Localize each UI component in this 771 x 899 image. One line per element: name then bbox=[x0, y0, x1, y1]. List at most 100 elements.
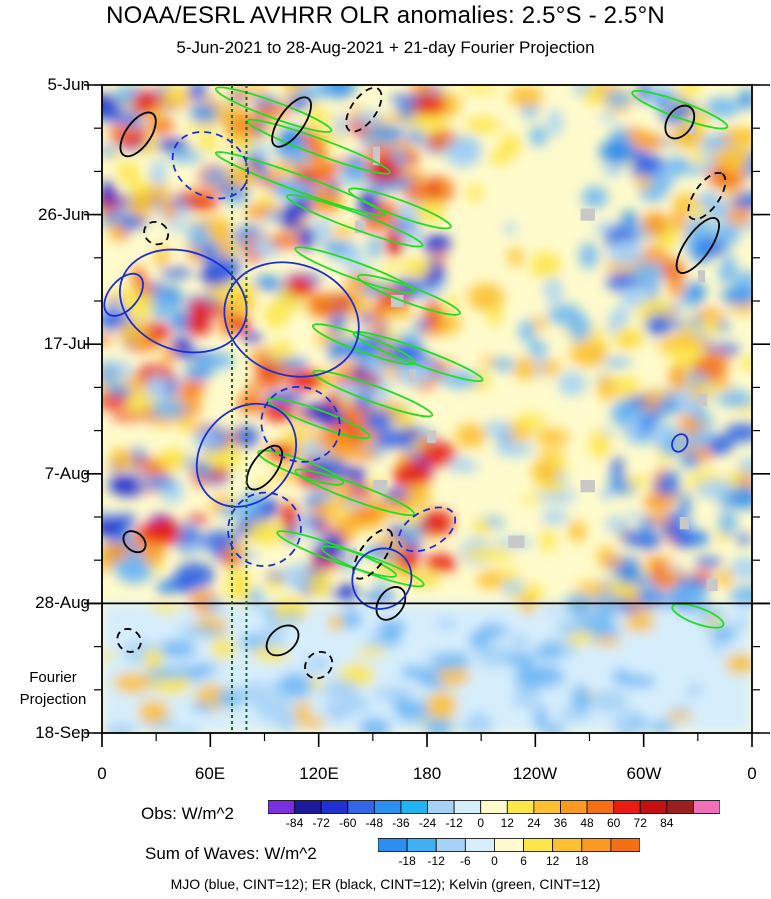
anomaly-cell bbox=[241, 332, 264, 343]
anomaly-cell bbox=[695, 479, 733, 500]
anomaly-cell bbox=[742, 221, 752, 230]
anomaly-cell bbox=[249, 587, 263, 609]
anomaly-cell bbox=[530, 251, 561, 279]
er-contour bbox=[664, 104, 696, 140]
anomaly-cell bbox=[105, 113, 144, 124]
anomaly-cell bbox=[424, 553, 458, 573]
mjo-contour bbox=[118, 248, 248, 354]
anomaly-cell bbox=[186, 514, 210, 525]
colorbar-tick-label: -6 bbox=[459, 854, 471, 868]
colorbar-box bbox=[494, 838, 524, 852]
colorbar-tick-label: -24 bbox=[418, 816, 437, 830]
colorbar-tick-label: 84 bbox=[660, 816, 674, 830]
mjo-contour bbox=[223, 261, 360, 378]
anomaly-cell bbox=[569, 339, 607, 367]
anomaly-cell bbox=[230, 543, 249, 557]
anomaly-cell bbox=[512, 357, 539, 381]
anomaly-cell bbox=[308, 570, 332, 599]
anomaly-cell bbox=[733, 270, 752, 292]
anomaly-cell bbox=[643, 493, 675, 511]
anomaly-cell bbox=[738, 89, 752, 110]
anomaly-cell bbox=[277, 672, 313, 699]
anomaly-cell bbox=[367, 125, 406, 141]
colorbar-tick-label: 12 bbox=[545, 854, 560, 868]
anomaly-cell bbox=[568, 314, 591, 342]
anomaly-cell bbox=[434, 651, 471, 670]
er-contour bbox=[119, 111, 157, 158]
anomaly-cell bbox=[659, 258, 685, 282]
anomaly-cell bbox=[179, 542, 212, 553]
colorbar-box bbox=[506, 800, 535, 814]
anomaly-cell bbox=[220, 280, 259, 298]
anomaly-cell bbox=[143, 648, 164, 671]
anomaly-cell bbox=[390, 344, 426, 365]
anomaly-cell bbox=[158, 639, 197, 659]
mjo-contour bbox=[260, 386, 341, 463]
anomaly-cell bbox=[685, 217, 713, 240]
anomaly-cell bbox=[359, 717, 391, 733]
colorbar-tick-label: -12 bbox=[445, 816, 463, 830]
anomaly-cell bbox=[540, 359, 562, 376]
missing-patch bbox=[354, 220, 366, 234]
anomaly-cell bbox=[503, 222, 517, 235]
anomaly-cell bbox=[353, 394, 374, 410]
anomaly-cell bbox=[157, 579, 175, 596]
kelvin-contour bbox=[294, 468, 416, 517]
anomaly-cell bbox=[190, 298, 210, 321]
anomaly-cell bbox=[531, 458, 559, 484]
anomaly-cell bbox=[277, 358, 309, 370]
footnote: MJO (blue, CINT=12); ER (black, CINT=12)… bbox=[170, 876, 601, 892]
anomaly-cell bbox=[604, 358, 632, 368]
anomaly-cell bbox=[444, 295, 459, 308]
anomaly-cell bbox=[217, 503, 255, 519]
anomaly-cell bbox=[540, 528, 556, 553]
anomaly-cell bbox=[419, 441, 457, 467]
anomaly-cell bbox=[599, 113, 617, 123]
x-tick-label: 120W bbox=[512, 764, 558, 783]
anomaly-cell bbox=[113, 672, 153, 694]
anomaly-cell bbox=[335, 382, 359, 397]
y-tick-label: 26-Jun bbox=[38, 205, 90, 224]
anomaly-cell bbox=[392, 461, 432, 489]
anomaly-cell bbox=[508, 247, 523, 267]
er-contour bbox=[304, 650, 334, 680]
anomaly-cell bbox=[149, 603, 183, 613]
anomaly-cell bbox=[521, 495, 542, 504]
mjo-contour bbox=[397, 506, 457, 553]
anomaly-cell bbox=[701, 382, 734, 393]
x-tick-label: 0 bbox=[97, 764, 107, 783]
colorbar-tick-label: 6 bbox=[520, 854, 527, 868]
anomaly-cell bbox=[685, 683, 704, 698]
anomaly-cell bbox=[107, 220, 123, 241]
anomaly-cell bbox=[132, 89, 158, 114]
anomaly-cell bbox=[344, 250, 358, 273]
x-tick-label: 60E bbox=[194, 764, 226, 783]
anomaly-cell bbox=[730, 556, 752, 580]
anomaly-cell bbox=[254, 365, 275, 377]
anomaly-cell bbox=[303, 497, 321, 508]
anomaly-cell bbox=[627, 511, 641, 521]
colorbar-tick-label: -48 bbox=[365, 816, 384, 830]
er-contour bbox=[345, 86, 383, 133]
anomaly-cell bbox=[190, 663, 219, 674]
anomaly-cell bbox=[668, 584, 707, 605]
anomaly-cell bbox=[151, 293, 173, 321]
er-contour bbox=[687, 171, 727, 221]
colorbar-tick-label: -72 bbox=[312, 816, 330, 830]
anomaly-cell bbox=[294, 716, 327, 729]
anomaly-cell bbox=[152, 400, 188, 419]
y-tick-label: 5-Jun bbox=[47, 75, 90, 94]
anomaly-cell bbox=[190, 702, 215, 713]
mjo-contour bbox=[171, 131, 249, 200]
anomaly-cell bbox=[615, 562, 642, 584]
x-tick-label: 0 bbox=[747, 764, 757, 783]
anomaly-cell bbox=[297, 85, 332, 100]
colorbar-tick-label: 12 bbox=[500, 816, 514, 830]
anomaly-cell bbox=[435, 617, 458, 631]
missing-patch bbox=[508, 535, 525, 548]
projection-label: Fourier Projection bbox=[19, 669, 87, 708]
olr-anomaly-field bbox=[102, 85, 752, 733]
kelvin-contour bbox=[352, 330, 484, 383]
kelvin-contour bbox=[348, 187, 452, 230]
